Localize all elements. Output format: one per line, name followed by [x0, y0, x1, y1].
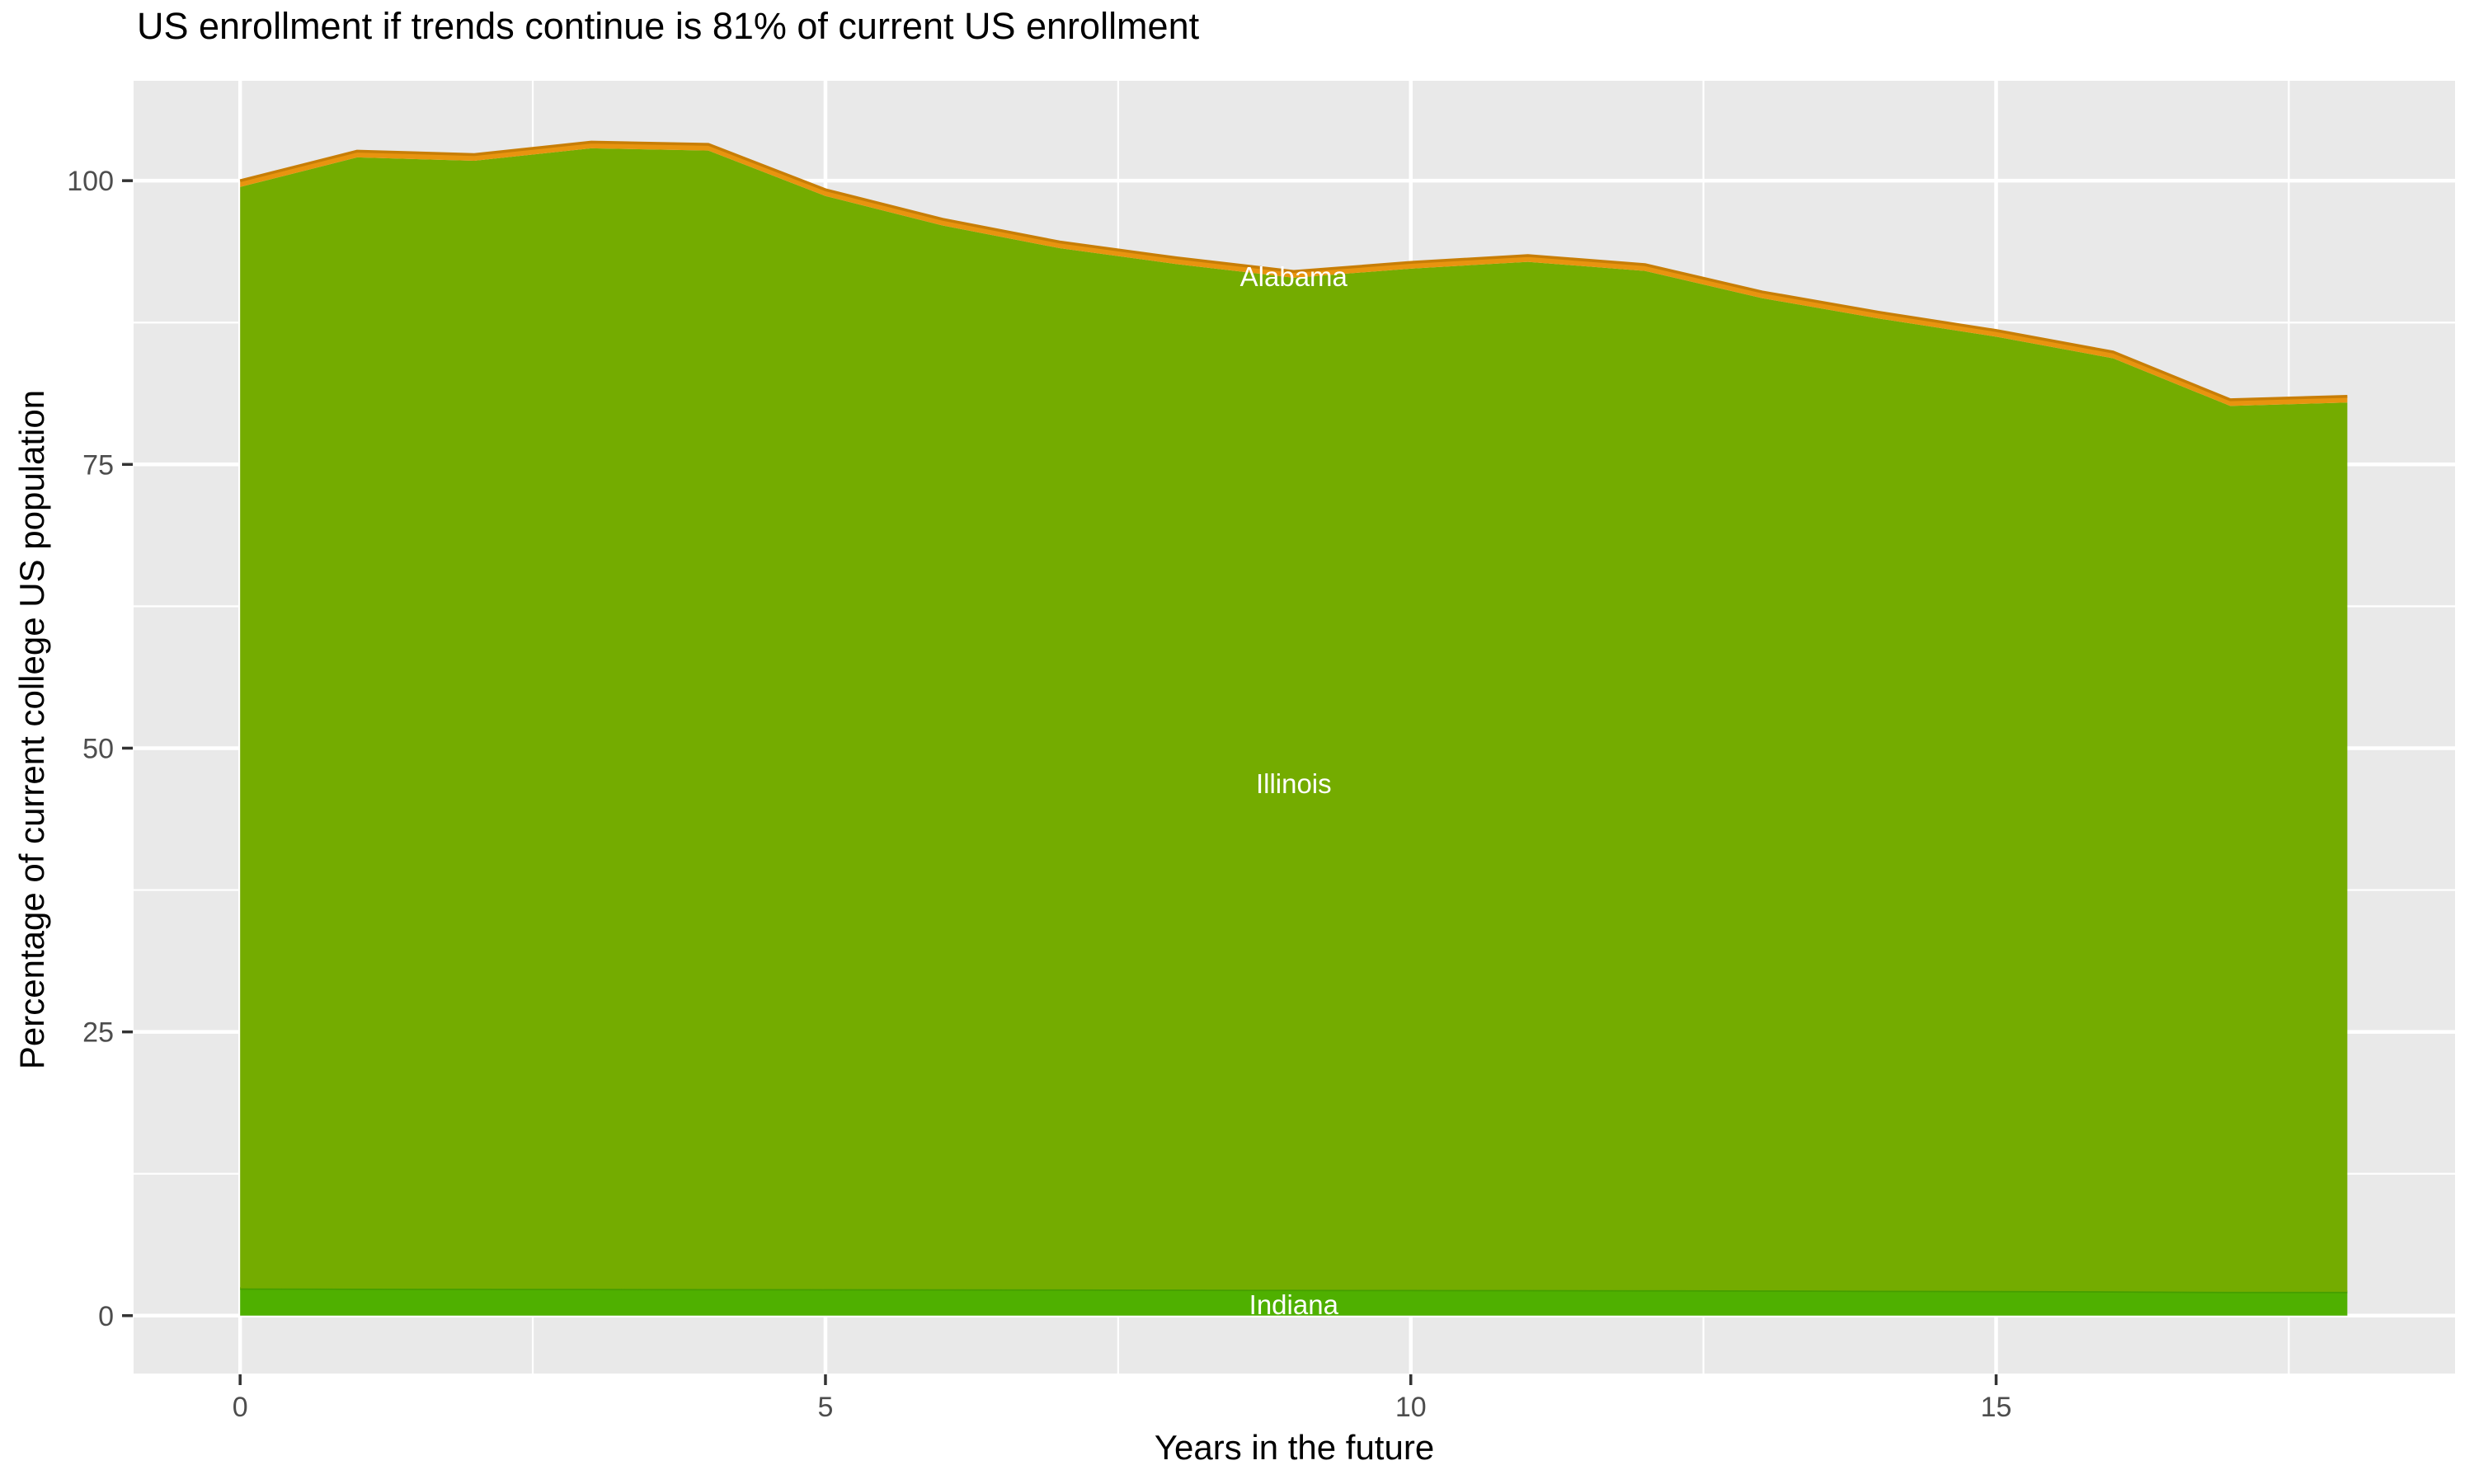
y-tick-label: 100 — [67, 166, 114, 197]
x-tick-label: 5 — [818, 1392, 834, 1423]
area-edge-alabama — [239, 140, 2348, 402]
x-axis-title: Years in the future — [1154, 1428, 1435, 1467]
x-tick-label: 10 — [1395, 1392, 1427, 1423]
area-alabama — [240, 142, 2348, 406]
x-tick-label: 0 — [233, 1392, 248, 1423]
series-label-alabama: Alabama — [1240, 261, 1348, 292]
y-tick-label: 50 — [82, 733, 114, 764]
chart-title: US enrollment if trends continue is 81% … — [137, 5, 1200, 47]
y-axis-title: Percentage of current college US populat… — [12, 389, 51, 1070]
y-tick-label: 75 — [82, 449, 114, 481]
y-tick-label: 0 — [98, 1301, 114, 1332]
series-label-indiana: Indiana — [1249, 1289, 1339, 1320]
x-tick-label: 15 — [1981, 1392, 2012, 1423]
area-indiana — [240, 1288, 2348, 1316]
series-label-illinois: Illinois — [1256, 768, 1332, 799]
area-illinois — [240, 148, 2348, 1292]
y-tick-label: 25 — [82, 1017, 114, 1049]
